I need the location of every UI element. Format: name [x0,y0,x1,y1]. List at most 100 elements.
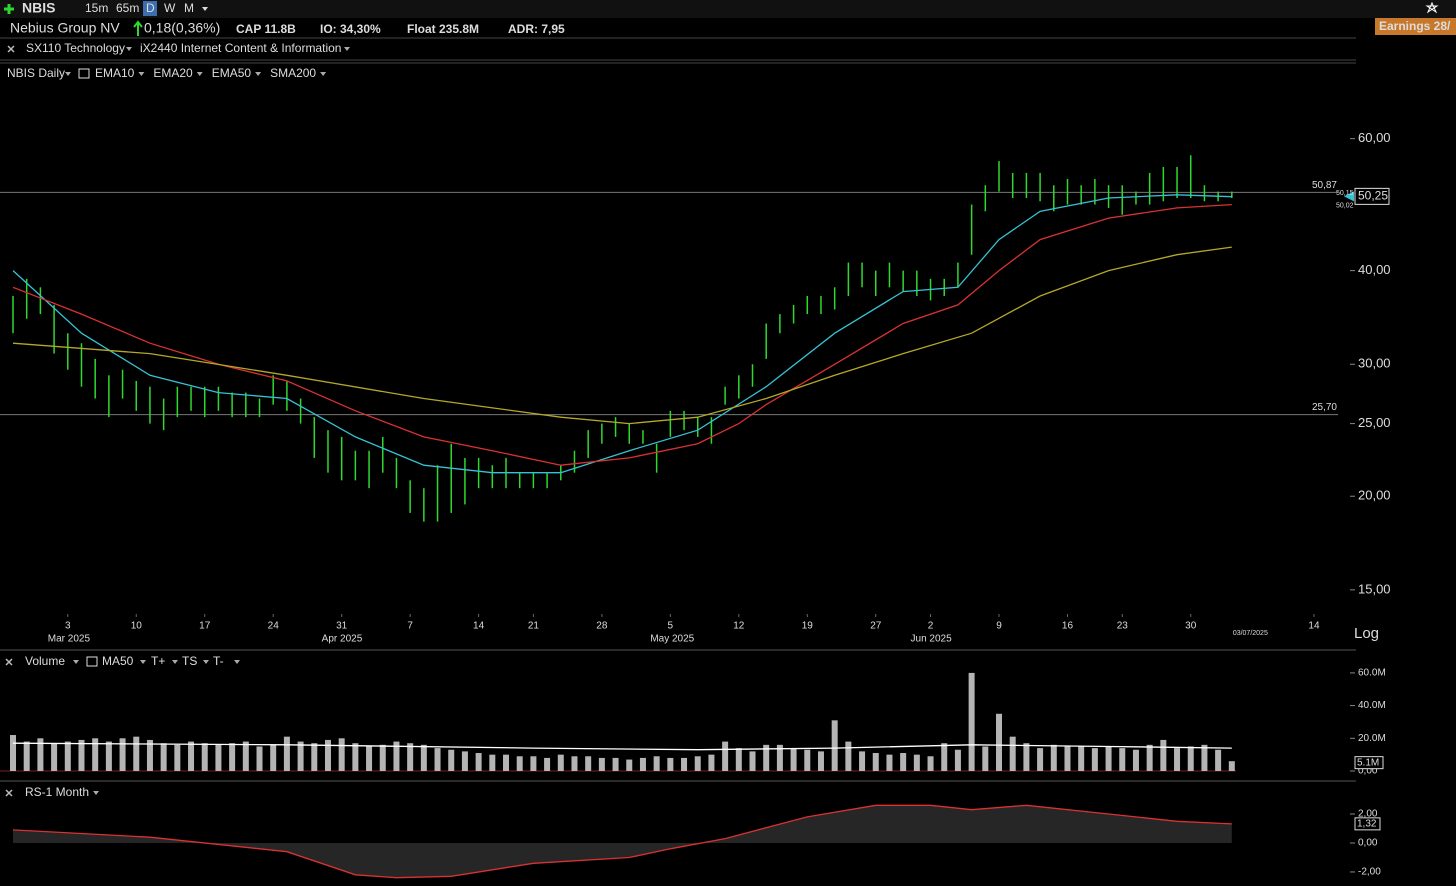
volume-bar [366,746,373,771]
volume-bar [886,754,893,771]
legend-entry[interactable]: T- [213,654,224,668]
star-icon[interactable] [1425,1,1439,14]
legend-entry[interactable]: EMA50 [212,66,252,80]
ema-value: 50,02 [1336,203,1354,210]
volume-bar [831,720,838,771]
sector[interactable]: SX110 Technology [26,41,125,55]
interval-button[interactable]: 15m [85,1,108,15]
x-tick-label: 10 [131,621,143,632]
table-icon[interactable] [78,68,90,79]
volume-bar [749,751,756,771]
volume-bar [503,754,510,771]
y-tick-label: 20.0M [1358,733,1386,744]
ema-line [12,246,1232,425]
last-rs: 1,32 [1357,818,1377,829]
volume-bar [571,756,578,771]
volume-bar [324,739,331,771]
dropdown-arrow[interactable] [138,72,145,76]
y-tick-label: 60.0M [1358,668,1386,679]
volume-bar [612,757,619,771]
month-label: 03/07/2025 [1233,630,1268,637]
interval-button[interactable]: M [184,1,194,15]
x-tick-label: 28 [596,621,608,632]
dropdown-arrow[interactable] [93,791,99,795]
table-icon[interactable] [86,656,98,667]
volume-bar [776,744,783,771]
x-tick-label: 9 [996,621,1002,632]
volume-bar [1174,748,1181,771]
x-tick-label: 30 [1185,621,1197,632]
scale-toggle[interactable]: Log [1354,625,1379,642]
pane-title[interactable]: Volume [25,654,65,668]
pane-title[interactable]: RS-1 Month [25,785,89,799]
dropdown-arrow[interactable] [203,660,209,664]
volume-bar [598,757,605,771]
volume-bar [64,741,71,771]
legend-entry[interactable]: MA50 [102,654,134,668]
volume-bar [1215,749,1222,771]
dropdown-arrow[interactable] [255,72,262,76]
x-tick-label: 23 [1117,621,1129,632]
legend-instrument[interactable]: NBIS Daily [7,66,65,80]
volume-bar [37,738,44,771]
toolbar [0,0,1456,18]
month-label: Mar 2025 [48,634,91,645]
volume-bar [1050,744,1057,771]
interval-button[interactable]: 65m [116,1,139,15]
x-tick-label: 3 [65,621,71,632]
y-tick-label: 2,00 [1358,809,1378,820]
legend-entry[interactable]: T+ [151,654,165,668]
volume-bar [188,741,195,771]
dropdown-arrow[interactable] [126,47,132,51]
legend-entry[interactable]: EMA20 [153,66,193,80]
volume-bar [722,741,729,771]
volume-bar [763,744,770,771]
volume-bar [681,757,688,771]
volume-bar [160,743,167,771]
dropdown-arrow[interactable] [73,660,79,664]
dropdown-arrow[interactable] [202,7,208,11]
volume-bar [23,741,30,771]
legend-entry[interactable]: EMA10 [95,66,135,80]
dropdown-arrow[interactable] [140,660,146,664]
interval-active [143,1,157,16]
dropdown-arrow[interactable] [320,72,327,76]
volume-bar [229,743,236,771]
institutional-ownership: IO: 34,30% [320,22,381,36]
last-price-marker [1344,191,1354,202]
add-icon[interactable] [4,4,14,14]
volume-bar [379,744,386,771]
last-rs-box [1354,817,1381,831]
volume-bar [174,744,181,771]
symbol[interactable]: NBIS [22,0,55,16]
volume-bar [1009,736,1016,771]
dropdown-arrow[interactable] [234,660,240,664]
legend-entry[interactable]: TS [182,654,197,668]
dropdown-arrow[interactable] [172,660,178,664]
close-icons[interactable] [5,45,15,797]
dropdown-arrow[interactable] [344,47,350,51]
volume-bar [817,751,824,771]
volume-ma-line [12,742,1232,751]
volume-bar [242,741,249,771]
x-tick-label: 21 [528,621,540,632]
volume-bar [133,736,140,771]
volume-bar [913,754,920,771]
volume-bar [927,756,934,771]
legend-entry[interactable]: SMA200 [270,66,316,80]
y-tick-label: 40,00 [1358,262,1391,277]
x-tick-label: 14 [473,621,485,632]
interval-button[interactable]: W [164,1,176,15]
x-tick-label: 24 [268,621,280,632]
dropdown-arrow[interactable] [65,72,71,76]
volume-bar [626,759,633,771]
month-label: Jun 2025 [911,634,953,645]
dropdown-arrow[interactable] [196,72,203,76]
volume-bar [434,748,441,771]
x-tick-label: 16 [1062,621,1074,632]
market-cap: CAP 11.8B [236,22,296,36]
volume-bar [1078,746,1085,771]
interval-button[interactable]: D [146,1,155,15]
industry-group[interactable]: iX2440 Internet Content & Information [140,41,341,55]
x-tick-label: 2 [928,621,934,632]
